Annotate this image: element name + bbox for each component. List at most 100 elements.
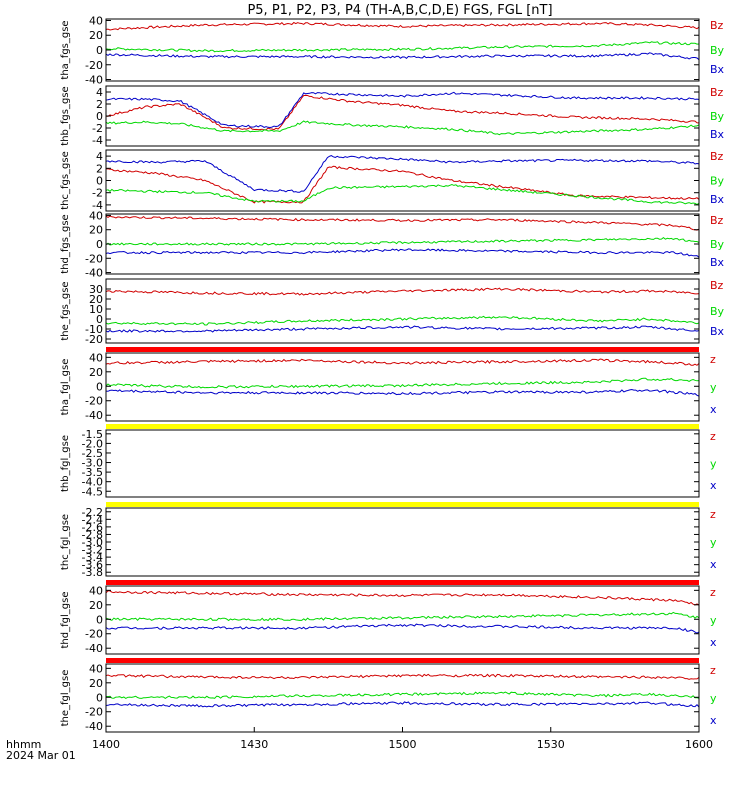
y-axis-label: thc_fgl_gse bbox=[60, 514, 71, 570]
series-line-By bbox=[105, 315, 700, 326]
y-tick-label: -2.5 bbox=[82, 447, 103, 460]
y-tick-label: -20 bbox=[85, 706, 103, 719]
x-tick-label: 1400 bbox=[92, 738, 120, 751]
y-tick-label: -2.6 bbox=[82, 521, 103, 534]
series-line-Bx bbox=[105, 155, 700, 193]
panel-thd_fgs_gse: 40 200-20 -40 thd_fgs_gse Bz By Bx bbox=[60, 209, 725, 279]
y-tick-label: -40 bbox=[85, 267, 103, 280]
legend-entry-Bx: Bx bbox=[710, 63, 725, 76]
series-line-x bbox=[105, 623, 700, 634]
legend-entry-Bx: Bx bbox=[710, 193, 725, 206]
y-tick-label: 0 bbox=[96, 380, 103, 393]
y-tick-label: 20 bbox=[89, 599, 103, 612]
y-tick-label: 20 bbox=[89, 224, 103, 237]
legend-entry-Bx: Bx bbox=[710, 128, 725, 141]
y-tick-label: -20 bbox=[85, 252, 103, 265]
y-tick-label: 20 bbox=[89, 677, 103, 690]
legend-entry-Bz: Bz bbox=[710, 19, 724, 32]
y-tick-label: -10 bbox=[85, 323, 103, 336]
y-tick-label: 20 bbox=[89, 366, 103, 379]
legend-entry-Bz: Bz bbox=[710, 279, 724, 292]
series-line-y bbox=[105, 377, 700, 389]
y-axis-label: thb_fgs_gse bbox=[60, 86, 71, 145]
y-tick-label: -3.4 bbox=[82, 551, 103, 564]
legend-entry-Bx: Bx bbox=[710, 325, 725, 338]
date-label: 2024 Mar 01 bbox=[6, 749, 76, 762]
y-axis-label: thb_fgl_gse bbox=[60, 435, 71, 492]
panel-thd_fgl_gse: 40 200 -20-40 thd_fgl_gse z yx bbox=[60, 580, 717, 655]
y-tick-label: -2.0 bbox=[82, 437, 103, 450]
series-line-x bbox=[105, 388, 700, 397]
legend-entry-y: y bbox=[710, 458, 717, 471]
y-axis-label: the_fgs_gse bbox=[60, 281, 71, 340]
y-tick-label: 40 bbox=[89, 662, 103, 675]
series-line-Bz bbox=[105, 21, 700, 31]
figure-title: P5, P1, P2, P3, P4 (TH-A,B,C,D,E) FGS, F… bbox=[247, 3, 552, 18]
series-line-Bz bbox=[105, 94, 700, 131]
y-axis-label: tha_fgs_gse bbox=[60, 20, 71, 79]
y-tick-label: -20 bbox=[85, 628, 103, 641]
y-tick-label: -20 bbox=[85, 395, 103, 408]
legend-entry-By: By bbox=[710, 305, 725, 318]
y-axis-label: thc_fgs_gse bbox=[60, 151, 71, 210]
y-tick-label: 0 bbox=[96, 691, 103, 704]
legend-entry-y: y bbox=[710, 692, 717, 705]
series-line-Bz bbox=[105, 165, 700, 204]
panel-frame bbox=[105, 352, 700, 422]
panel-thb_fgs_gse: 420-2-4 thb_fgs_gse Bz By Bx bbox=[60, 85, 725, 147]
x-tick-label: 1500 bbox=[389, 738, 417, 751]
series-line-z bbox=[105, 358, 700, 366]
panel-the_fgl_gse: 40 200 -20-40 the_fgl_gse z yx bbox=[60, 658, 717, 733]
series-line-Bx bbox=[105, 325, 700, 333]
panel-tha_fgl_gse: 40 200 -20-40 tha_fgl_gse z yx bbox=[60, 347, 717, 422]
time-label: hhmm bbox=[6, 738, 41, 751]
y-tick-label: -4.0 bbox=[82, 476, 103, 489]
y-tick-label: -20 bbox=[85, 333, 103, 346]
y-tick-label: -3.5 bbox=[82, 466, 103, 479]
series-line-Bx bbox=[105, 91, 700, 129]
legend-entry-x: x bbox=[710, 558, 717, 571]
legend-entry-y: y bbox=[710, 536, 717, 549]
y-tick-label: -2.4 bbox=[82, 513, 103, 526]
panel-frame bbox=[105, 507, 700, 577]
series-line-By bbox=[105, 183, 700, 206]
x-axis-ticks: 1400 1430 1500 1530 1600 bbox=[92, 727, 713, 751]
y-tick-label: -2.2 bbox=[82, 506, 103, 519]
legend-entry-x: x bbox=[710, 403, 717, 416]
series-line-x bbox=[105, 701, 700, 708]
y-tick-label: 40 bbox=[89, 209, 103, 222]
series-line-Bx bbox=[105, 248, 700, 258]
y-tick-label: -40 bbox=[85, 409, 103, 422]
legend-entry-x: x bbox=[710, 479, 717, 492]
y-tick-label: 0 bbox=[96, 110, 103, 123]
flag-bar bbox=[106, 347, 699, 352]
legend-entry-z: z bbox=[710, 430, 716, 443]
y-tick-label: 4 bbox=[96, 86, 103, 99]
y-tick-label: -3.8 bbox=[82, 566, 103, 579]
y-tick-label: -40 bbox=[85, 720, 103, 733]
y-tick-label: 2 bbox=[96, 162, 103, 175]
y-tick-label: -2 bbox=[92, 187, 103, 200]
legend-entry-z: z bbox=[710, 508, 716, 521]
legend-entry-By: By bbox=[710, 238, 725, 251]
series-line-z bbox=[105, 590, 700, 606]
panel-thb_fgl_gse: -1.5-2.0-2.5-3.0-3.5-4.0-4.5 thb_fgl_gse z… bbox=[60, 424, 717, 498]
y-axis-label: thd_fgs_gse bbox=[60, 214, 71, 273]
series-line-y bbox=[105, 611, 700, 622]
legend-entry-z: z bbox=[710, 353, 716, 366]
legend-entry-z: z bbox=[710, 664, 716, 677]
x-tick-label: 1530 bbox=[537, 738, 565, 751]
flag-bar bbox=[106, 658, 699, 663]
y-tick-label: 0 bbox=[96, 44, 103, 57]
legend-entry-x: x bbox=[710, 636, 717, 649]
y-tick-label: -1.5 bbox=[82, 428, 103, 441]
panel-frame bbox=[105, 278, 700, 344]
y-tick-label: 40 bbox=[89, 14, 103, 27]
y-tick-label: 30 bbox=[89, 283, 103, 296]
y-tick-label: 10 bbox=[89, 303, 103, 316]
series-line-By bbox=[105, 41, 700, 53]
legend-entry-By: By bbox=[710, 110, 725, 123]
flag-bar bbox=[106, 502, 699, 507]
